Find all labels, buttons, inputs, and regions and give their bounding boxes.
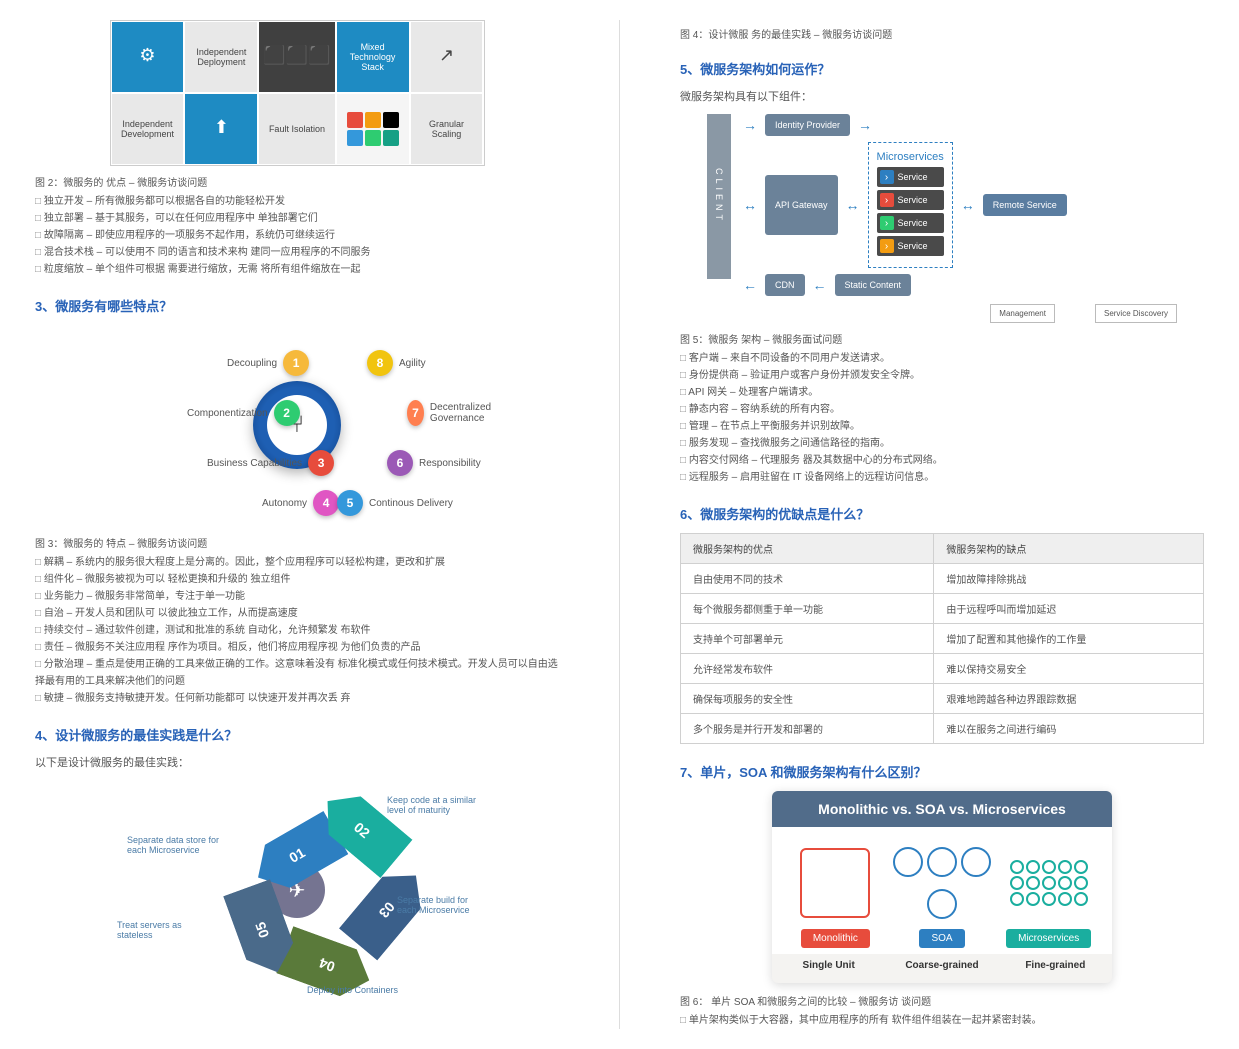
pros-cons-table: 微服务架构的优点微服务架构的缺点 自由使用不同的技术增加故障排除挑战每个微服务都… [680,533,1204,744]
service-discovery-box: Service Discovery [1095,304,1177,323]
comparison-group: SOA [889,843,996,948]
bullet-item: 责任 – 微服务不关注应用程 序作为项目。相反，他们将应用程序视 为他们负责的产… [35,639,559,656]
static-content-box: Static Content [835,274,912,296]
arrow-icon: ← [813,277,827,293]
figure-6-caption: 图 6： 单片 SOA 和微服务之间的比较 – 微服务访 谈问题 [680,993,1204,1008]
benefit-cell: ⬛⬛⬛ [258,21,335,93]
section-6-title: 6、微服务架构的优缺点是什么？ [680,504,1204,523]
arrow-icon: ↔ [743,197,757,213]
benefit-cell: Fault Isolation [258,93,335,165]
figure-5-architecture: CLIENT → Identity Provider → ↔ API Gatew… [707,114,1177,323]
figure-6-comparison: Monolithic vs. SOA vs. Microservices Mon… [772,791,1112,983]
management-box: Management [990,304,1055,323]
practice-label: Keep code at a similar level of maturity [387,795,487,815]
bullet-item: 静态内容 – 容纳系统的所有内容。 [680,401,1204,418]
figure-2-caption: 图 2：微服务的 优点 – 微服务访谈问题 [35,174,559,189]
feature-node: 3Business Capabilities [207,450,334,476]
feature-node: 8Agility [367,350,426,376]
benefit-cell: ⬆ [184,93,258,165]
table-row: 多个服务是并行开发和部署的难以在服务之间进行编码 [681,714,1204,744]
figure-5-caption: 图 5：微服务 架构 – 微服务面试问题 [680,331,1204,346]
comparison-group: Monolithic [782,843,889,948]
figure-4-best-practices: ✈ 01Separate data store for each Microse… [107,780,487,1000]
microservices-container: Microservices ›Service ›Service ›Service ›S… [868,142,953,268]
feature-node: 1Decoupling [227,350,309,376]
section-5-intro: 微服务架构具有以下组件： [680,88,1204,104]
figure-4-caption: 图 4：设计微服 务的最佳实践 – 微服务访谈问题 [680,26,1204,41]
remote-service-box: Remote Service [983,194,1067,216]
benefit-cell: ↗ [410,21,484,93]
feature-node: 4Autonomy [262,490,339,516]
benefit-cell [336,93,410,165]
section-4-intro: 以下是设计微服务的最佳实践： [35,754,559,770]
bullet-item: 远程服务 – 启用驻留在 IT 设备网络上的远程访问信息。 [680,469,1204,486]
client-box: CLIENT [707,114,731,279]
bullet-item: 自治 – 开发人员和团队可 以彼此独立工作，从而提高速度 [35,605,559,622]
figure-3-caption: 图 3：微服务的 特点 – 微服务访谈问题 [35,535,559,550]
benefit-cell: ⚙ [111,21,185,93]
section-3-title: 3、微服务有哪些特点？ [35,296,559,315]
table-header: 微服务架构的缺点 [934,534,1204,564]
bullet-item: 分散治理 – 重点是使用正确的工具来做正确的工作。这意味着没有 标准化模式或任何… [35,656,559,690]
figure-2-benefits-grid: ⚙Independent Deployment⬛⬛⬛Mixed Technolo… [110,20,485,166]
bullet-item: 粒度缩放 – 单个组件可根据 需要进行缩放，无需 将所有组件缩放在一起 [35,261,559,278]
microservices-title: Microservices [877,151,944,163]
figure-3-features-circle: ⑂ 1Decoupling2Componentization3Business … [87,325,507,525]
benefit-cell: Granular Scaling [410,93,484,165]
bullet-item: 单片架构类似于大容器，其中应用程序的所有 软件组件组装在一起并紧密封装。 [680,1012,1204,1029]
section-5-title: 5、微服务架构如何运作？ [680,59,1204,78]
table-row: 允许经常发布软件难以保持交易安全 [681,654,1204,684]
section-7-title: 7、单片，SOA 和微服务架构有什么区别？ [680,762,1204,781]
arrow-icon: ← [743,277,757,293]
service-item: ›Service [877,167,944,187]
service-item: ›Service [877,236,944,256]
arrow-icon: → [858,117,872,133]
right-column: 图 4：设计微服 务的最佳实践 – 微服务访谈问题 5、微服务架构如何运作？ 微… [680,20,1204,1029]
practice-label: Treat servers as stateless [117,920,217,940]
bullet-item: API 网关 – 处理客户端请求。 [680,384,1204,401]
service-item: ›Service [877,190,944,210]
bullet-item: 独立开发 – 所有微服务都可以根据各自的功能轻松开发 [35,193,559,210]
bullet-item: 管理 – 在节点上平衡服务并识别故障。 [680,418,1204,435]
bullet-item: 服务发现 – 查找微服务之间通信路径的指南。 [680,435,1204,452]
bullet-item: 混合技术栈 – 可以使用不 同的语言和技术来构 建同一应用程序的不同服务 [35,244,559,261]
table-row: 支持单个可部署单元增加了配置和其他操作的工作量 [681,624,1204,654]
feature-node: 2Componentization [187,400,300,426]
bullet-item: 持续交付 – 通过软件创建，测试和批准的系统 自动化，允许频繁发 布软件 [35,622,559,639]
feature-node: 5Continous Delivery [337,490,453,516]
practice-label: Deploy into Containers [307,985,398,995]
practice-label: Separate build for each Microservice [397,895,487,915]
bullet-item: 客户端 – 来自不同设备的不同用户发送请求。 [680,350,1204,367]
bullet-item: 组件化 – 微服务被视为可以 轻松更换和升级的 独立组件 [35,571,559,588]
feature-node: 7Decentralized Governance [407,400,507,426]
bullet-item: 身份提供商 – 验证用户或客户身份并颁发安全令牌。 [680,367,1204,384]
service-item: ›Service [877,213,944,233]
benefit-cell: Independent Deployment [184,21,258,93]
table-row: 每个微服务都侧重于单一功能由于远程呼叫而增加延迟 [681,594,1204,624]
bullet-item: 敏捷 – 微服务支持敏捷开发。任何新功能都可 以快速开发并再次丢 弃 [35,690,559,707]
arrow-icon: ↔ [961,197,975,213]
benefit-cell: Independent Development [111,93,185,165]
table-header: 微服务架构的优点 [681,534,934,564]
arrow-icon: → [743,117,757,133]
practice-label: Separate data store for each Microservic… [127,835,227,855]
column-divider [619,20,620,1029]
table-row: 自由使用不同的技术增加故障排除挑战 [681,564,1204,594]
cdn-box: CDN [765,274,805,296]
bullet-item: 故障隔离 – 即使应用程序的一项服务不起作用，系统仍可继续运行 [35,227,559,244]
api-gateway-box: API Gateway [765,175,838,235]
figure-6-header: Monolithic vs. SOA vs. Microservices [772,791,1112,827]
section-4-title: 4、设计微服务的最佳实践是什么？ [35,725,559,744]
arrow-icon: ↔ [846,197,860,213]
table-row: 确保每项服务的安全性艰难地跨越各种边界跟踪数据 [681,684,1204,714]
benefit-cell: Mixed Technology Stack [336,21,410,93]
bullet-item: 解耦 – 系统内的服务很大程度上是分离的。因此，整个应用程序可以轻松构建，更改和… [35,554,559,571]
bullet-item: 业务能力 – 微服务非常简单，专注于单一功能 [35,588,559,605]
bullet-item: 内容交付网络 – 代理服务 器及其数据中心的分布式网络。 [680,452,1204,469]
feature-node: 6Responsibility [387,450,481,476]
left-column: ⚙Independent Deployment⬛⬛⬛Mixed Technolo… [35,20,559,1029]
identity-provider-box: Identity Provider [765,114,850,136]
bullet-item: 独立部署 – 基于其服务，可以在任何应用程序中 单独部署它们 [35,210,559,227]
comparison-group: Microservices [995,843,1102,948]
